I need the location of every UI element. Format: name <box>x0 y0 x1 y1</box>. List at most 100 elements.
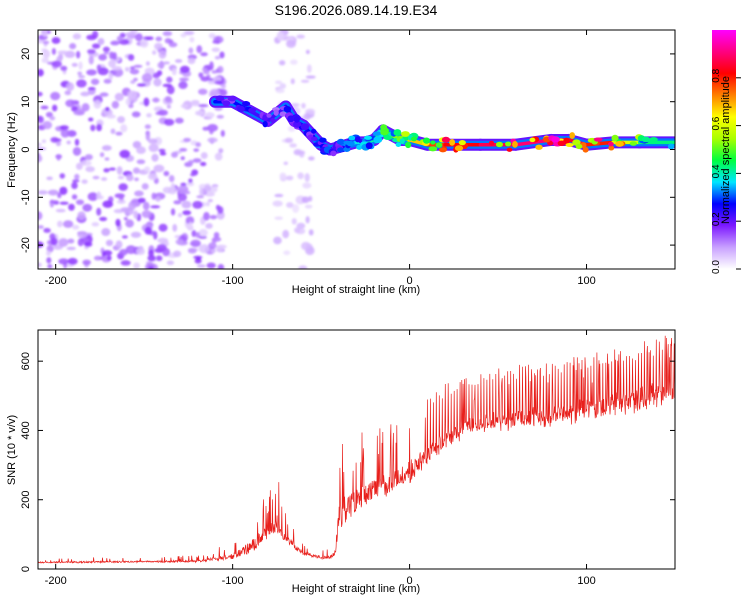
ridge-blob <box>283 105 292 113</box>
spectrogram-noise-blob <box>38 225 44 229</box>
spectrogram-noise-blob <box>102 200 114 208</box>
spectrogram-noise-blob <box>211 70 218 74</box>
spectrogram-noise-blob <box>56 220 63 228</box>
spectrogram-noise-blob <box>209 61 214 71</box>
spectrogram-noise-blob <box>179 147 188 152</box>
spectrogram-noise-blob <box>91 43 101 49</box>
ridge-blob <box>215 95 225 102</box>
spectrogram-noise-blob <box>308 156 315 161</box>
spectrogram-noise-blob <box>69 43 77 50</box>
spectrogram-noise-blob <box>60 65 68 71</box>
ridge-blob <box>266 113 272 118</box>
spectrogram-noise-blob <box>59 201 69 205</box>
spectrogram-noise-blob <box>200 76 210 82</box>
ridge-blob <box>293 116 300 123</box>
spectrogram-noise-blob <box>175 239 184 245</box>
spectrogram-noise-blob <box>58 238 69 247</box>
spectrogram-noise-blob <box>102 250 113 256</box>
spectrogram-noise-blob <box>212 185 218 193</box>
spectrogram-noise-blob <box>100 177 108 181</box>
snr-x-tick-label: 100 <box>577 575 595 587</box>
spectrogram-noise-blob <box>193 148 200 152</box>
spectrogram-noise-blob <box>64 90 72 96</box>
spectrogram-noise-blob <box>88 117 94 122</box>
ridge-blob <box>667 143 675 150</box>
spectrogram-noise-blob <box>141 73 153 83</box>
spectrogram-noise-blob <box>145 132 151 141</box>
spectrogram-noise-blob <box>47 264 53 269</box>
ridge-blob <box>512 141 518 148</box>
spectrogram-noise-blob <box>133 210 138 219</box>
snr-y-tick-label: 200 <box>20 491 32 509</box>
spectrogram-noise-blob <box>292 204 300 213</box>
spectrogram-x-tick-label: 0 <box>407 275 413 287</box>
spectrogram-noise-blob <box>304 173 310 183</box>
spectrogram-noise-blob <box>300 79 310 83</box>
spectrogram-noise-blob <box>71 105 78 112</box>
ridge-blob <box>365 142 373 150</box>
spectrogram-noise-blob <box>294 150 306 155</box>
spectrogram-noise-blob <box>177 193 187 202</box>
spectrogram-noise-blob <box>210 249 216 253</box>
spectrogram-noise-blob <box>102 46 110 53</box>
spectrogram-noise-blob <box>49 200 59 204</box>
spectrogram-noise-blob <box>87 49 96 55</box>
spectrogram-noise-blob <box>132 141 142 149</box>
spectrogram-noise-blob <box>134 177 139 182</box>
spectrogram-noise-blob <box>196 45 203 54</box>
snr-y-tick-label: 400 <box>20 421 32 439</box>
spectrogram-noise-blob <box>50 91 61 101</box>
snr-frame <box>37 329 676 570</box>
spectrogram-noise-blob <box>92 30 99 39</box>
spectrogram-noise-blob <box>141 183 149 190</box>
snr-panel: -200 -100 0 100 0 200 400 600 Height of straigh… <box>6 329 676 595</box>
spectrogram-noise-blob <box>196 195 205 199</box>
spectrogram-noise-blob <box>159 151 167 156</box>
ridge-blob <box>641 136 651 143</box>
ridge-blob <box>611 134 619 142</box>
spectrogram-noise-blob <box>308 229 314 236</box>
spectrogram-noise-blob <box>90 78 100 85</box>
spectrogram-noise-blob <box>84 241 93 247</box>
spectrogram-noise-blob <box>115 131 123 136</box>
ridge-blob <box>310 128 317 134</box>
spectrogram-noise-blob <box>190 101 200 107</box>
ridge-blob <box>293 121 302 128</box>
figure-title: S196.2026.089.14.19.E34 <box>274 2 438 18</box>
spectrogram-noise-blob <box>166 85 175 95</box>
spectrogram-noise-blob <box>162 31 173 37</box>
spectrogram-noise-blob <box>155 36 163 42</box>
spectrogram-noise-blob <box>209 127 214 135</box>
spectrogram-noise-blob <box>108 59 116 68</box>
spectrogram-noise-blob <box>71 194 78 200</box>
spectrogram-noise-blob <box>38 115 44 124</box>
spectrogram-noise-blob <box>211 47 220 52</box>
spectrogram-noise-blob <box>150 205 161 209</box>
spectrogram-noise-blob <box>171 67 177 76</box>
spectrogram-noise-blob <box>110 40 120 46</box>
ridge-blob <box>399 138 405 144</box>
ridge-blob <box>428 146 438 152</box>
ridge-blob <box>380 130 389 136</box>
spectrogram-noise-blob <box>282 229 290 239</box>
spectrogram-noise-blob <box>166 260 175 266</box>
spectrogram-y-tick-label: -10 <box>20 189 32 205</box>
spectrogram-noise-blob <box>66 246 76 251</box>
spectrogram-noise-blob <box>209 88 221 97</box>
spectrogram-noise-blob <box>136 146 146 155</box>
spectrogram-noise-blob <box>296 34 305 39</box>
spectrogram-noise-blob <box>188 47 194 54</box>
spectrogram-noise-blob <box>108 167 116 171</box>
spectrogram-noise-blob <box>301 196 310 204</box>
snr-x-tick-label: -200 <box>45 575 67 587</box>
spectrogram-noise-blob <box>290 78 295 85</box>
spectrogram-noise-blob <box>128 103 134 109</box>
spectrogram-noise-blob <box>103 168 110 173</box>
spectrogram-noise-blob <box>199 187 204 196</box>
spectrogram-noise-blob <box>99 92 109 97</box>
spectrogram-noise-blob <box>119 248 128 256</box>
spectrogram-noise-blob <box>42 49 51 59</box>
spectrogram-noise-blob <box>80 160 92 167</box>
spectrogram-noise-blob <box>148 249 154 257</box>
